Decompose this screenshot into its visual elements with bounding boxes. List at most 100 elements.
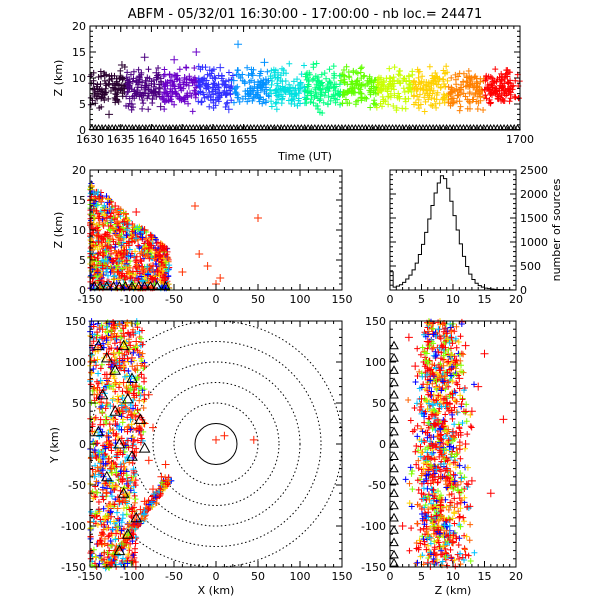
x-tick-label: 0 (387, 570, 394, 583)
x-tick-label: -150 (78, 293, 103, 306)
zy-point (480, 349, 489, 358)
plan-view-point (119, 378, 128, 387)
plan-view-point (115, 497, 124, 506)
station-marker (121, 392, 134, 404)
xz-point (254, 214, 262, 222)
plan-view-point (102, 374, 111, 383)
plan-view-point (102, 399, 111, 407)
station-marker (389, 525, 399, 534)
station-marker (237, 123, 244, 130)
station-marker (88, 123, 96, 130)
y-tick-label: 50 (372, 397, 386, 410)
station-marker (95, 280, 105, 290)
station-marker (402, 123, 410, 130)
zy-point (442, 329, 451, 338)
station-marker (480, 123, 488, 130)
zy-point (461, 440, 470, 448)
station-marker (213, 123, 221, 130)
time-height-point (211, 87, 220, 95)
station-marker (120, 280, 131, 290)
x-tick-label: 20 (509, 570, 523, 583)
xz-point (128, 238, 136, 246)
station-marker (297, 123, 305, 130)
plan-view-point (102, 489, 111, 498)
station-marker (328, 123, 336, 130)
x-tick-label: -100 (120, 293, 145, 306)
xz-point (94, 232, 103, 240)
station-marker (196, 123, 204, 130)
plan-view-point (212, 435, 220, 444)
zy-point (474, 382, 483, 391)
time-height-point (152, 68, 161, 77)
station-marker (114, 280, 125, 290)
plan-view-point (119, 329, 128, 338)
plan-view-point (132, 337, 141, 346)
station-marker (281, 123, 288, 130)
station-marker (133, 280, 144, 290)
station-marker (493, 123, 501, 130)
station-marker (108, 123, 116, 130)
time-height-point (170, 55, 179, 64)
time-height-point (144, 89, 153, 98)
station-marker (210, 123, 217, 130)
station-marker (412, 123, 420, 130)
plan-view-point (149, 423, 157, 432)
x-tick-label: 15 (478, 570, 492, 583)
y-tick-label: 0 (79, 124, 86, 137)
y-tick-label: 50 (72, 397, 86, 410)
station-marker (463, 123, 471, 130)
plan-view-point (136, 505, 145, 514)
station-marker (500, 123, 508, 130)
y-tick-label: 0 (379, 438, 386, 451)
time-height-point (161, 79, 170, 88)
station-marker (477, 123, 484, 130)
plan-view-point (140, 497, 149, 506)
station-marker (399, 123, 407, 130)
y-tick-label: 100 (365, 356, 386, 369)
histogram-ylabel: number of sources (550, 178, 563, 281)
plan-view-panel: -150 -100 -50 0 50 100 150 -150 -100 -50 0 50 100 150… (48, 315, 353, 597)
station-marker (514, 123, 521, 130)
station-marker (264, 123, 271, 130)
plan-view-point (123, 476, 132, 485)
range-ring (194, 423, 238, 465)
station-marker (372, 123, 379, 130)
y-tick-label: 0 (520, 284, 527, 297)
station-marker (483, 123, 491, 130)
x-tick-label: 150 (332, 293, 353, 306)
xz-point (144, 244, 153, 252)
station-marker (365, 123, 373, 130)
y-tick-label: 150 (365, 315, 386, 328)
xz-panel: -150 -100 -50 0 50 100 150 0 5 10 15 20 Z (km) (52, 164, 353, 306)
station-marker (125, 123, 133, 130)
station-marker (389, 402, 399, 411)
zy-point (411, 362, 420, 371)
plan-view-point (128, 411, 136, 420)
time-height-point (205, 66, 214, 75)
plan-view-point (115, 358, 124, 366)
station-marker (162, 123, 170, 130)
station-marker (92, 425, 105, 437)
station-marker (466, 123, 474, 130)
zy-point (455, 374, 464, 383)
station-marker (291, 123, 298, 130)
zy-point (442, 464, 451, 473)
time-height-point (105, 110, 114, 119)
range-ring (173, 402, 259, 486)
time-height-point (260, 58, 269, 67)
y-tick-label: 1000 (520, 236, 548, 249)
xz-point (136, 256, 145, 264)
station-marker (389, 426, 399, 436)
station-marker (379, 123, 386, 130)
station-marker (121, 528, 134, 539)
x-tick-label: 1635 (107, 133, 135, 146)
time-height-point (267, 89, 276, 98)
station-marker (341, 123, 349, 130)
station-marker (274, 123, 282, 130)
y-tick-label: -100 (361, 520, 386, 533)
time-height-point (216, 63, 225, 72)
station-marker (446, 123, 454, 130)
zy-point (449, 427, 457, 436)
zy-point (442, 399, 451, 407)
